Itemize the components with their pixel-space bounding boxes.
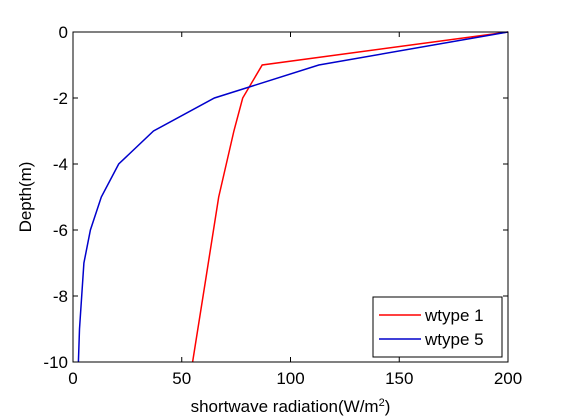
y-tick-label: -2 (53, 89, 68, 108)
legend-box (372, 296, 503, 358)
x-tick-label: 100 (276, 369, 304, 388)
legend-label-2: wtype 5 (424, 330, 484, 349)
y-tick-label: 0 (59, 23, 68, 42)
x-axis-label-main: shortwave radiation(W/m (191, 397, 379, 416)
x-axis-label-superscript: 2 (379, 397, 385, 409)
axis-ticks: 0 50 100 150 200 0 -2 -4 -6 -8 -10 (43, 23, 522, 388)
plot-lines (77, 31, 509, 363)
x-axis-label-tail: ) (385, 397, 391, 416)
legend-label-1: wtype 1 (424, 306, 484, 325)
x-tick-label: 0 (68, 369, 77, 388)
y-tick-label: -8 (53, 287, 68, 306)
series-line-2 (77, 31, 509, 363)
y-tick-label: -6 (53, 221, 68, 240)
series-line-1 (191, 31, 509, 363)
y-axis-label: Depth(m) (16, 162, 35, 233)
legend: wtype 1 wtype 5 (372, 296, 503, 358)
y-tick-label: -4 (53, 155, 68, 174)
x-tick-label: 50 (172, 369, 191, 388)
x-tick-label: 200 (494, 369, 522, 388)
x-tick-label: 150 (385, 369, 413, 388)
y-tick-label: -10 (43, 353, 68, 372)
x-axis-label: shortwave radiation(W/m2) (191, 397, 391, 416)
